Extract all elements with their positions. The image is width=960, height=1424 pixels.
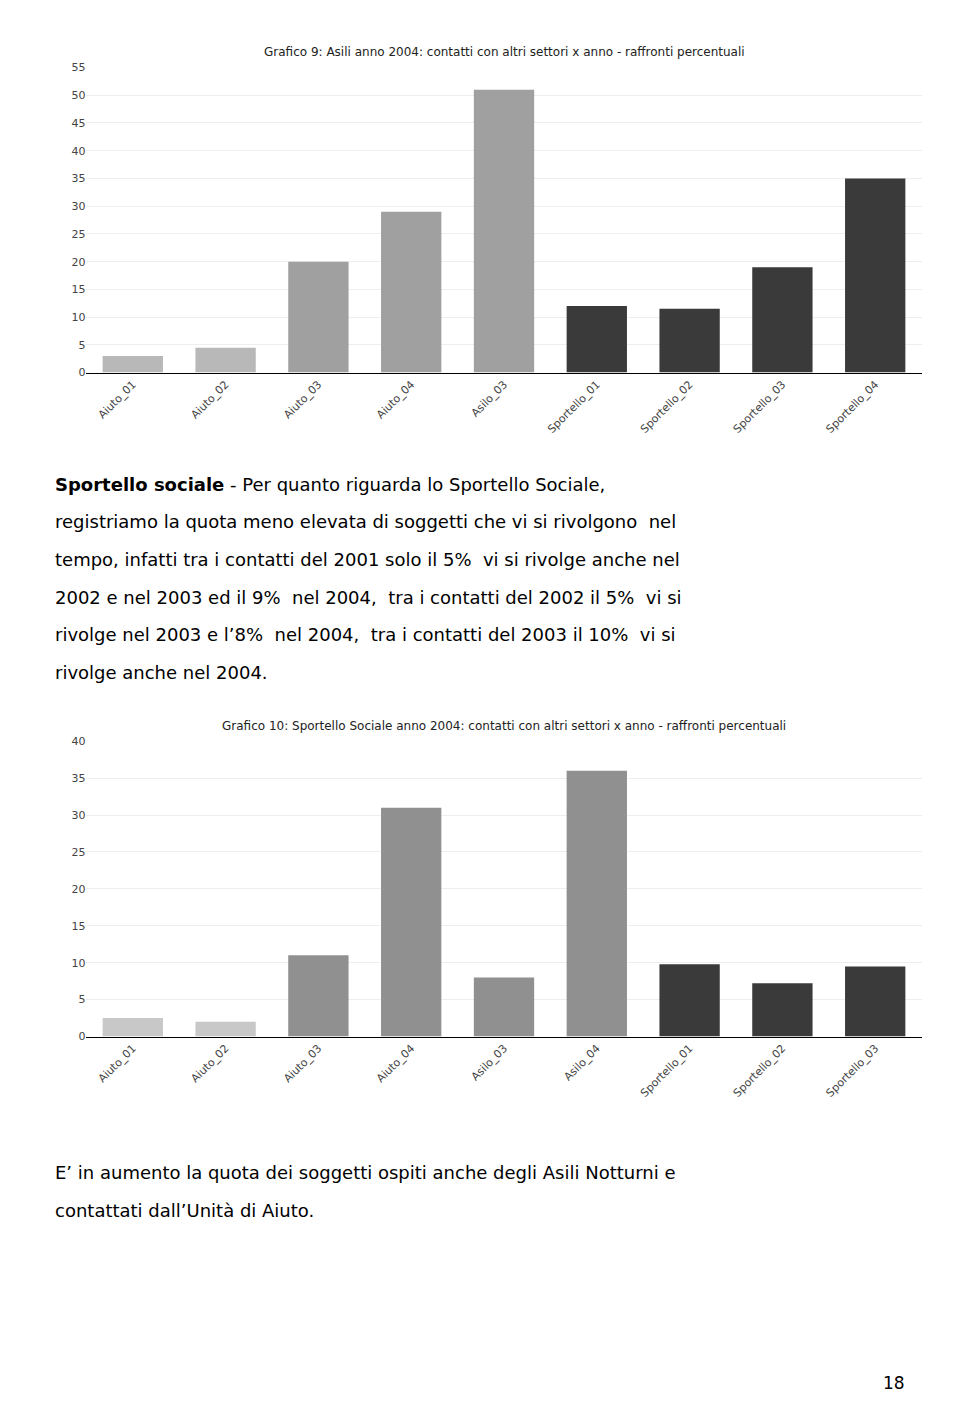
svg-text:Asilo_03: Asilo_03 — [469, 378, 510, 419]
svg-text:Grafico 10: Sportello Sociale: Grafico 10: Sportello Sociale anno 2004:… — [222, 719, 786, 733]
svg-text:Aiuto_01: Aiuto_01 — [96, 1042, 139, 1085]
svg-text:Sportello_02: Sportello_02 — [731, 1042, 789, 1100]
svg-text:30: 30 — [71, 809, 85, 822]
svg-text:2002 e nel 2003 ed il 9% nel: 2002 e nel 2003 ed il 9% nel 2004, tra i… — [55, 587, 682, 608]
svg-text:15: 15 — [71, 920, 85, 933]
svg-text:40: 40 — [71, 735, 85, 748]
svg-text:55: 55 — [71, 61, 85, 74]
svg-text:Asilo_03: Asilo_03 — [469, 1042, 510, 1083]
svg-text:20: 20 — [71, 255, 85, 268]
svg-text:15: 15 — [71, 283, 85, 296]
svg-text:registriamo la quota meno elev: registriamo la quota meno elevata di sog… — [55, 511, 676, 532]
svg-text:rivolge nel 2003 e l’8% nel 2: rivolge nel 2003 e l’8% nel 2004, tra i … — [55, 624, 676, 645]
svg-text:25: 25 — [71, 846, 85, 859]
svg-text:Sportello_03: Sportello_03 — [823, 1042, 881, 1100]
svg-text:rivolge anche nel 2004.: rivolge anche nel 2004. — [55, 662, 268, 683]
svg-text:5: 5 — [78, 993, 85, 1006]
svg-text:Sportello sociale - Per quanto: Sportello sociale - Per quanto riguarda … — [55, 474, 605, 495]
svg-text:Aiuto_04: Aiuto_04 — [374, 1042, 417, 1085]
svg-text:Aiuto_01: Aiuto_01 — [96, 378, 139, 421]
svg-text:Grafico 9: Asili anno 2004: co: Grafico 9: Asili anno 2004: contatti con… — [264, 45, 745, 59]
svg-text:Aiuto_02: Aiuto_02 — [188, 1042, 231, 1085]
svg-text:50: 50 — [71, 89, 85, 102]
svg-text:35: 35 — [71, 772, 85, 785]
svg-text:20: 20 — [71, 883, 85, 896]
svg-text:30: 30 — [71, 200, 85, 213]
svg-text:18: 18 — [883, 1373, 905, 1393]
svg-text:35: 35 — [71, 172, 85, 185]
svg-text:45: 45 — [71, 117, 85, 130]
svg-text:0: 0 — [78, 1030, 85, 1043]
svg-text:Sportello_02: Sportello_02 — [638, 378, 696, 436]
svg-text:10: 10 — [71, 311, 85, 324]
svg-text:tempo, infatti tra i contatti: tempo, infatti tra i contatti del 2001 s… — [55, 549, 680, 570]
svg-text:40: 40 — [71, 145, 85, 158]
svg-text:Sportello_04: Sportello_04 — [823, 378, 881, 436]
svg-text:Sportello_01: Sportello_01 — [545, 378, 603, 436]
svg-text:Aiuto_03: Aiuto_03 — [281, 1042, 324, 1085]
svg-text:25: 25 — [71, 228, 85, 241]
svg-text:contattati dall’Unità di Aiuto: contattati dall’Unità di Aiuto. — [55, 1200, 314, 1221]
svg-text:Sportello_03: Sportello_03 — [731, 378, 789, 436]
svg-text:Sportello_01: Sportello_01 — [638, 1042, 696, 1100]
svg-text:10: 10 — [71, 957, 85, 970]
svg-text:Aiuto_04: Aiuto_04 — [374, 378, 417, 421]
svg-text:Aiuto_03: Aiuto_03 — [281, 378, 324, 421]
svg-text:5: 5 — [78, 339, 85, 352]
svg-text:Asilo_04: Asilo_04 — [561, 1042, 602, 1083]
svg-text:Aiuto_02: Aiuto_02 — [188, 378, 231, 421]
svg-text:0: 0 — [78, 366, 85, 379]
svg-text:E’ in aumento la quota dei sog: E’ in aumento la quota dei soggetti ospi… — [55, 1162, 675, 1183]
